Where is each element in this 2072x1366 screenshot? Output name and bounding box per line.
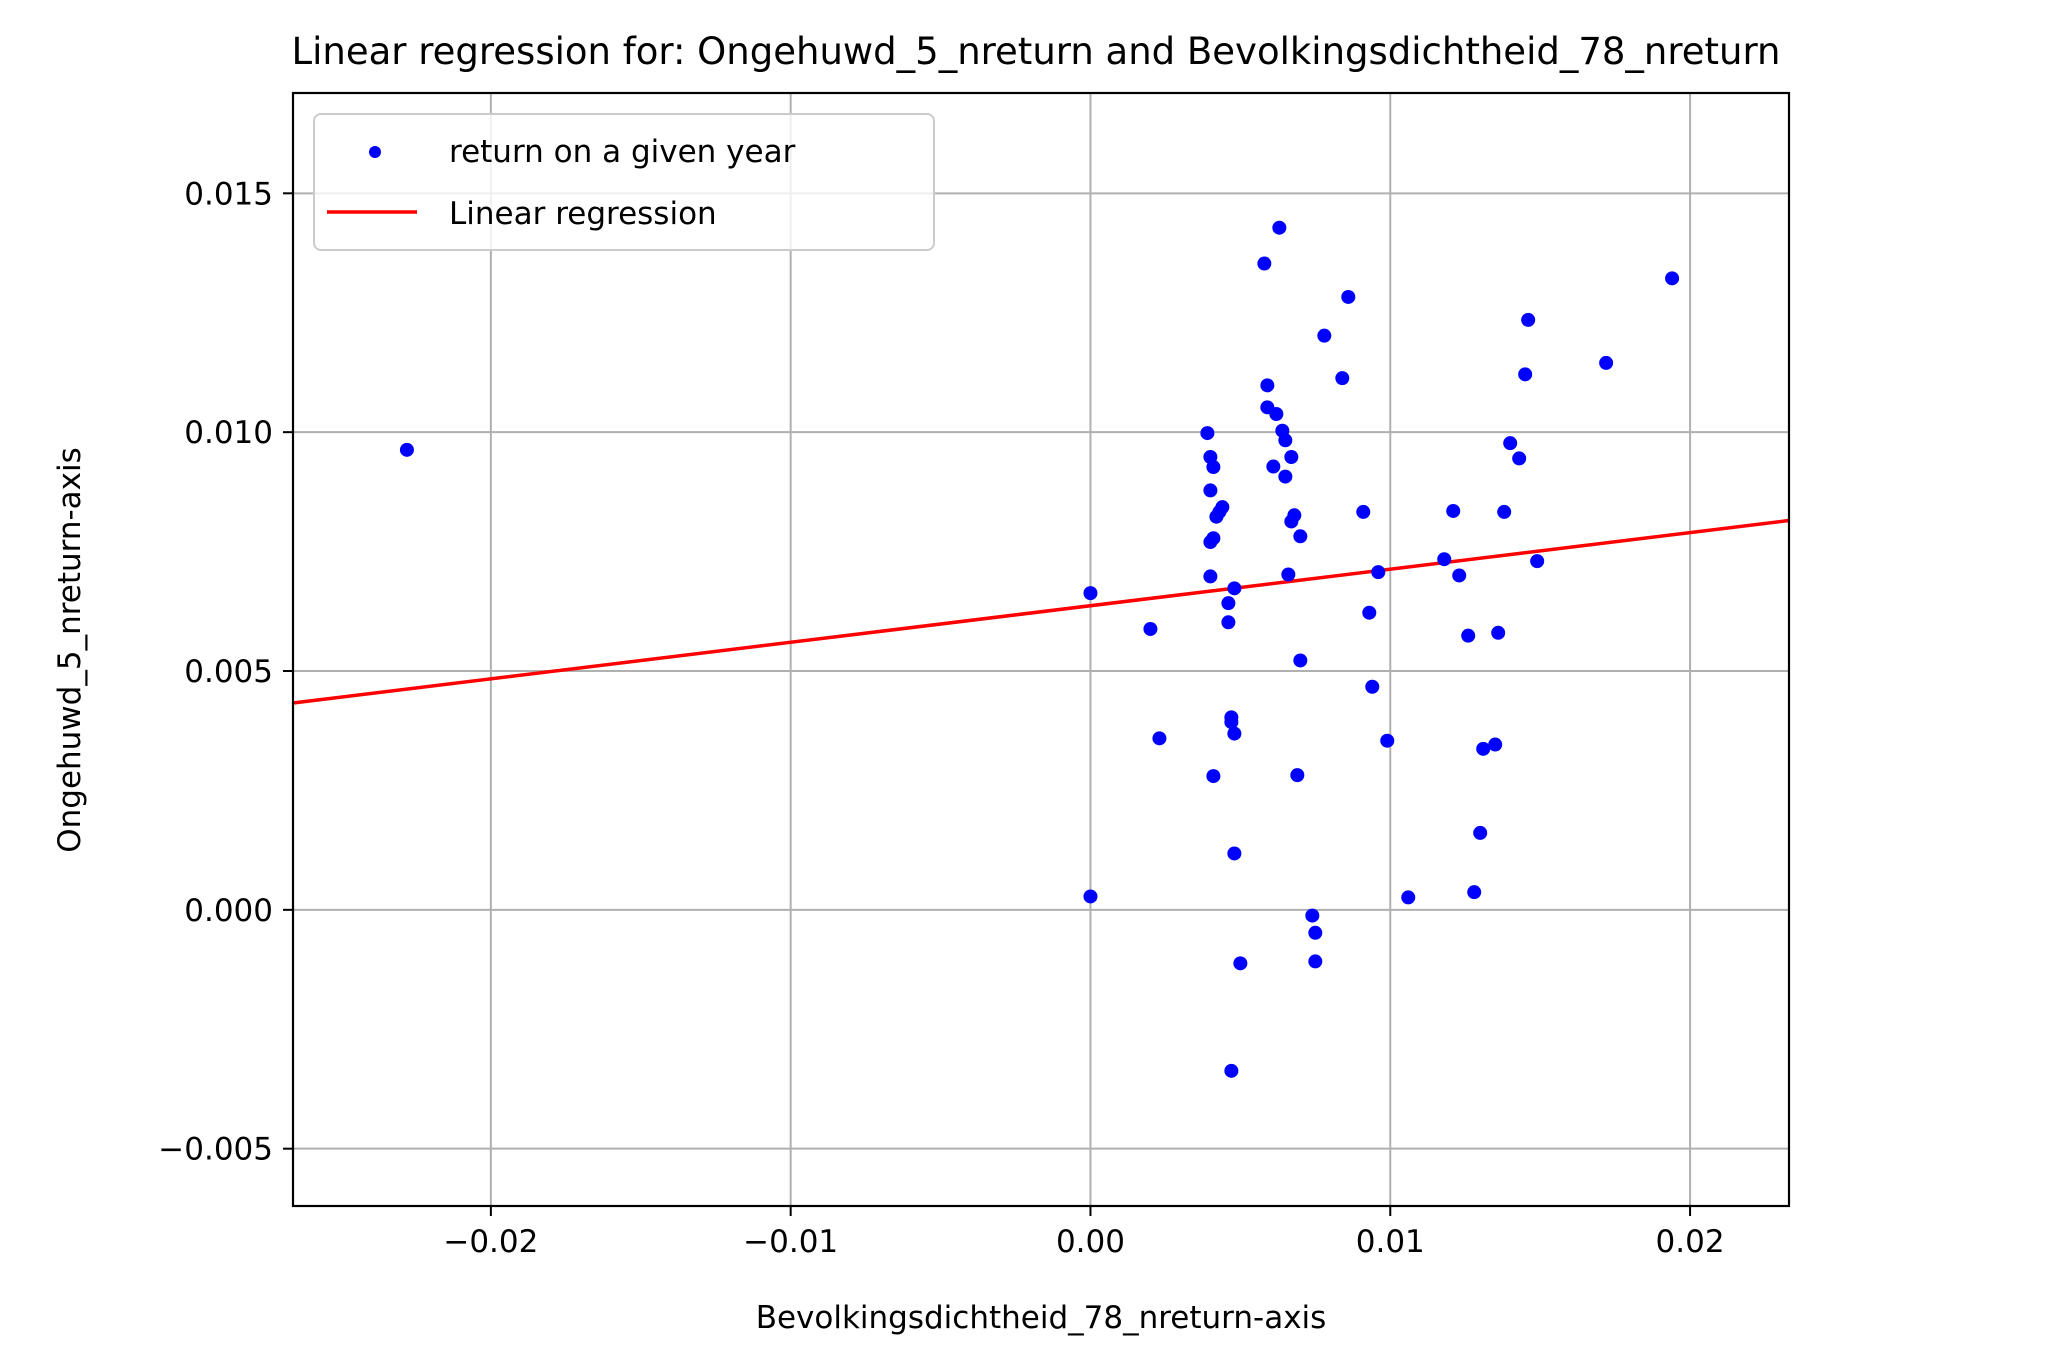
legend: return on a given year Linear regression [313,113,935,251]
x-tick-label: 0.02 [1656,1224,1725,1260]
data-point [1365,679,1380,694]
data-point [1599,355,1614,370]
data-point [1287,508,1302,523]
data-point [1284,449,1299,464]
data-point [1290,768,1305,783]
data-point [1260,378,1275,393]
data-point [1221,596,1236,611]
y-tick-label: 0.015 [184,176,273,212]
x-tick-label: −0.02 [443,1224,538,1260]
legend-label-scatter: return on a given year [449,134,796,170]
data-point [1335,371,1350,386]
data-point [1497,504,1512,519]
data-point [1518,367,1533,382]
data-point [1227,726,1242,741]
chart-title: Linear regression for: Ongehuwd_5_nretur… [291,30,1780,73]
data-point [1206,769,1221,784]
data-point [1083,586,1098,601]
data-point [1200,426,1215,441]
data-point [1401,890,1416,905]
data-point [1272,220,1287,235]
data-point [1530,554,1545,569]
y-tick-label: −0.005 [158,1132,273,1168]
x-tick-label: 0.00 [1056,1224,1125,1260]
data-point [1665,271,1680,286]
data-point [1224,1063,1239,1078]
data-point [1293,653,1308,668]
data-point [1227,846,1242,861]
y-tick-label: 0.000 [184,893,273,929]
data-point [1281,567,1296,582]
data-point [1356,504,1371,519]
data-point [1143,621,1158,636]
legend-label-line: Linear regression [449,196,717,232]
data-point [1437,552,1452,567]
data-point [1308,925,1323,940]
data-point [1452,568,1467,583]
series-layer [293,220,1789,1078]
data-point [1278,433,1293,448]
data-point [1317,328,1332,343]
data-point [1083,889,1098,904]
data-point [1308,954,1323,969]
y-axis-label: Ongehuwd_5_nreturn-axis [52,447,88,853]
data-point [1233,956,1248,971]
data-point [1512,451,1527,466]
y-tick-label: 0.005 [184,654,273,690]
data-point [1446,503,1461,518]
data-point [1521,312,1536,327]
data-point [1227,581,1242,596]
data-point [1503,436,1518,451]
data-point [1257,256,1272,271]
data-point [1278,469,1293,484]
data-point [1371,565,1386,580]
data-point [1380,733,1395,748]
data-point [1293,529,1308,544]
plot-frame [291,91,1791,1208]
data-point [1221,615,1236,630]
axis-ticks: −0.02 −0.01 0.00 0.01 0.02 −0.005 0.000 0.005 0.… [158,176,1724,1260]
data-point [1341,289,1356,304]
data-point [1266,459,1281,474]
data-point [1206,531,1221,546]
legend-marker-scatter [369,146,381,158]
data-point [1491,625,1506,640]
data-point [1203,483,1218,498]
data-point [1362,605,1377,620]
x-axis-label: Bevolkingsdichtheid_78_nreturn-axis [756,1300,1327,1336]
legend-box [313,113,935,251]
data-point [1488,737,1503,752]
x-tick-label: −0.01 [743,1224,838,1260]
data-point [1152,731,1167,746]
y-tick-label: 0.010 [184,415,273,451]
data-point [1269,407,1284,422]
data-point [1305,908,1320,923]
regression-line [293,518,1789,705]
data-point [1467,885,1482,900]
x-tick-label: 0.01 [1356,1224,1425,1260]
data-point [1224,710,1239,725]
data-point [399,442,414,457]
data-point [1461,628,1476,643]
data-point [1215,500,1230,515]
data-point [1473,825,1488,840]
data-point [1476,741,1491,756]
grid-lines [293,93,1789,1206]
data-point [1206,460,1221,475]
data-point [1203,569,1218,584]
